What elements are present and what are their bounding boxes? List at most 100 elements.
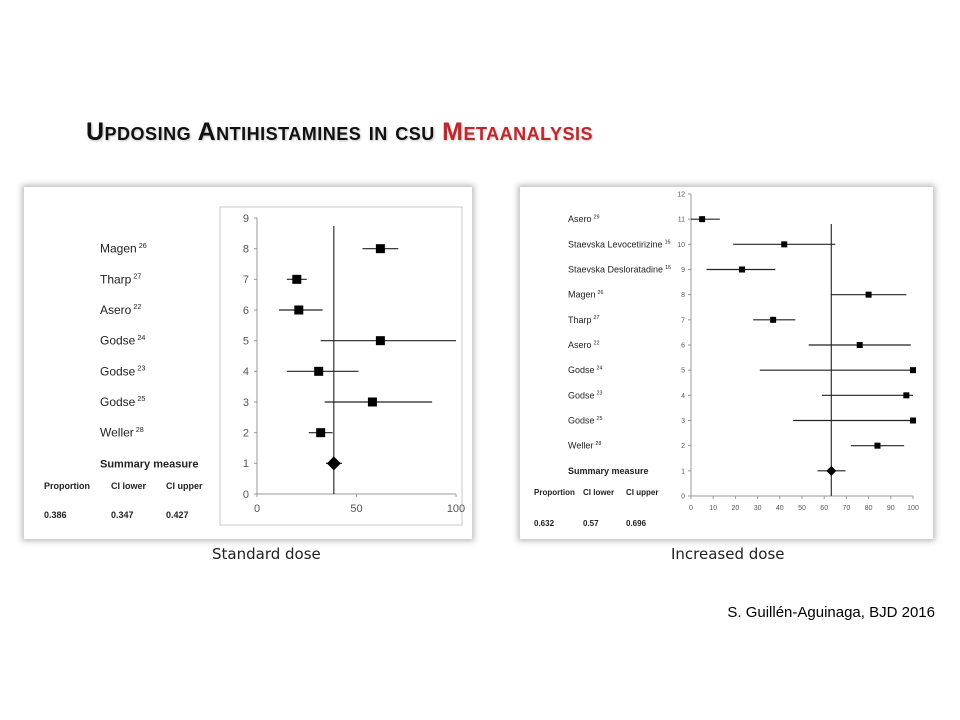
study-label-ref: 28 — [595, 441, 601, 447]
table-value: 0.632 — [534, 519, 555, 528]
study-label: Asero 22 — [100, 302, 141, 317]
x-tick-label: 80 — [865, 505, 873, 512]
y-tick-label: 4 — [243, 366, 249, 378]
x-tick-label: 0 — [689, 505, 693, 512]
y-tick-label: 7 — [681, 317, 685, 324]
x-tick-label: 100 — [907, 505, 919, 512]
y-tick-label: 6 — [243, 305, 249, 317]
y-tick-label: 2 — [681, 443, 685, 450]
study-label: Asero 29 — [568, 214, 600, 224]
study-label-ref: 27 — [594, 315, 600, 321]
study-label: Tharp 27 — [568, 315, 600, 325]
study-label: Godse 25 — [100, 394, 145, 409]
point-estimate — [316, 428, 326, 438]
x-tick-label: 100 — [447, 503, 465, 515]
study-label: Tharp 27 — [100, 272, 141, 287]
y-tick-label: 10 — [677, 242, 685, 249]
y-tick-label: 7 — [243, 274, 249, 286]
point-estimate — [856, 342, 863, 348]
study-label: Asero 22 — [568, 340, 600, 350]
study-label-ref: 23 — [597, 391, 603, 397]
table-header: CI upper — [166, 481, 203, 491]
y-tick-label: 2 — [243, 428, 249, 440]
study-label: Godse 25 — [568, 416, 603, 426]
study-label-text: Asero — [100, 303, 132, 317]
study-label-ref: 26 — [139, 241, 147, 250]
point-estimate — [292, 274, 302, 284]
summary-diamond — [326, 456, 341, 471]
y-tick-label: 5 — [243, 336, 249, 348]
study-label: Magen 26 — [568, 290, 604, 300]
y-tick-label: 1 — [681, 468, 685, 475]
study-label-text: Godse — [568, 390, 595, 400]
study-label: Godse 23 — [568, 390, 603, 400]
y-tick-label: 3 — [681, 418, 685, 425]
point-estimate — [865, 291, 872, 298]
point-estimate — [367, 397, 377, 407]
summary-diamond — [826, 465, 837, 476]
study-label-text: Magen — [568, 290, 596, 300]
title-accent: Metaanalysis — [442, 118, 594, 146]
point-estimate — [781, 241, 788, 248]
study-label: Staevska Levocetirizine 16 — [568, 239, 671, 249]
study-label-text: Godse — [100, 395, 136, 409]
plot-frame — [219, 206, 463, 526]
y-tick-label: 4 — [681, 393, 685, 400]
increased-dose-panel: 0 1 2 3 4 5 6 7 8 9 10 11 12 0 10 20 30 40 50 60 70 80 90 100 As… — [520, 187, 933, 539]
y-tick-label: 0 — [681, 493, 685, 500]
point-estimate — [294, 305, 304, 315]
study-label-ref: 16 — [665, 240, 671, 246]
increased-dose-caption: Increased dose — [671, 545, 785, 563]
table-value: 0.347 — [111, 510, 134, 520]
study-label: Weller 28 — [100, 425, 144, 440]
x-tick-label: 60 — [820, 505, 828, 512]
point-estimate — [903, 392, 910, 399]
x-tick-label: 70 — [843, 505, 851, 512]
table-header: CI lower — [111, 481, 147, 491]
point-estimate — [910, 367, 916, 374]
standard-dose-panel: 0 1 2 3 4 5 6 7 8 9 0 50 100 Magen 26 Tharp 27 Asero 22 God… — [24, 187, 472, 539]
study-label-text: Staevska Levocetirizine — [568, 239, 663, 249]
table-value: 0.427 — [166, 510, 189, 520]
table-header: Proportion — [534, 488, 575, 497]
study-label-ref: 26 — [598, 290, 604, 296]
y-tick-label: 12 — [677, 191, 685, 198]
study-label-ref: 28 — [136, 425, 144, 434]
study-label-text: Staevska Desloratadine — [568, 265, 663, 275]
y-tick-label: 6 — [681, 342, 685, 349]
study-label-text: Godse — [568, 365, 595, 375]
study-label: Weller 28 — [568, 441, 601, 451]
table-header: CI lower — [583, 488, 614, 497]
y-tick-label: 3 — [243, 397, 249, 409]
study-label: Godse 24 — [100, 333, 145, 348]
x-tick-label: 0 — [254, 503, 260, 515]
study-label-text: Tharp — [568, 315, 592, 325]
table-value: 0.386 — [44, 510, 67, 520]
point-estimate — [375, 336, 385, 346]
summary-label: Summary measure — [568, 466, 649, 476]
x-tick-label: 20 — [732, 505, 740, 512]
y-tick-label: 8 — [243, 244, 249, 256]
table-value: 0.696 — [626, 519, 647, 528]
study-label: Magen 26 — [100, 241, 147, 256]
y-tick-label: 11 — [678, 217, 685, 224]
study-label-ref: 22 — [133, 302, 141, 311]
study-label-text: Asero — [568, 214, 592, 224]
y-tick-label: 9 — [243, 213, 249, 225]
study-label-ref: 25 — [137, 394, 145, 403]
x-tick-label: 40 — [776, 505, 784, 512]
y-tick-label: 1 — [243, 458, 249, 470]
slide-title: Updosing Antihistamines in csu Metaanaly… — [86, 118, 593, 147]
study-label-ref: 16 — [665, 265, 671, 271]
study-label-text: Magen — [100, 242, 137, 256]
point-estimate — [314, 366, 324, 376]
citation: S. Guillén-Aguinaga, BJD 2016 — [727, 604, 935, 621]
standard-dose-caption: Standard dose — [212, 545, 321, 563]
point-estimate — [874, 442, 881, 449]
y-tick-label: 5 — [681, 368, 685, 375]
study-label-text: Godse — [100, 364, 136, 378]
study-label-text: Tharp — [100, 272, 132, 286]
x-tick-label: 90 — [887, 505, 895, 512]
